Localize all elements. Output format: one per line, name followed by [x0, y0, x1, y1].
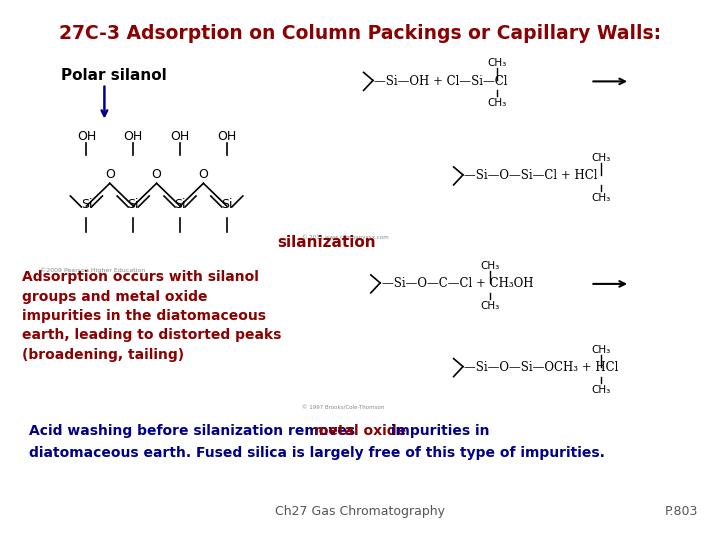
- Text: ©2009 Pearson Higher Education: ©2009 Pearson Higher Education: [40, 267, 145, 273]
- Text: OH: OH: [171, 130, 189, 143]
- Text: © 1997 Brooks/Cole-Thomson: © 1997 Brooks/Cole-Thomson: [302, 405, 384, 410]
- Text: Si: Si: [174, 198, 186, 211]
- Text: —Si—OH + Cl—Si—Cl: —Si—OH + Cl—Si—Cl: [374, 75, 508, 88]
- Text: CH₃: CH₃: [487, 98, 506, 109]
- Text: CH₃: CH₃: [592, 193, 611, 203]
- Text: CH₃: CH₃: [592, 384, 611, 395]
- Text: CH₃: CH₃: [487, 58, 506, 69]
- Text: CH₃: CH₃: [592, 345, 611, 355]
- Text: Adsorption occurs with silanol
groups and metal oxide
impurities in the diatomac: Adsorption occurs with silanol groups an…: [22, 270, 281, 362]
- Text: O: O: [199, 168, 208, 181]
- Text: P.803: P.803: [665, 505, 698, 518]
- Text: Polar silanol: Polar silanol: [61, 68, 167, 83]
- Text: Si: Si: [127, 198, 139, 211]
- Text: —Si—O—C—Cl + CH₃OH: —Si—O—C—Cl + CH₃OH: [382, 278, 533, 291]
- Text: OH: OH: [124, 130, 143, 143]
- Text: metal oxide: metal oxide: [314, 424, 406, 438]
- Text: CH₃: CH₃: [480, 301, 499, 311]
- Text: © 2011 www.companyxxx.com: © 2011 www.companyxxx.com: [302, 235, 389, 240]
- Text: 27C-3 Adsorption on Column Packings or Capillary Walls:: 27C-3 Adsorption on Column Packings or C…: [59, 24, 661, 43]
- Text: —Si—O—Si—Cl + HCl: —Si—O—Si—Cl + HCl: [464, 170, 598, 183]
- Text: diatomaceous earth. Fused silica is largely free of this type of impurities.: diatomaceous earth. Fused silica is larg…: [29, 446, 605, 460]
- Text: O: O: [152, 168, 161, 181]
- Text: —Si—O—Si—OCH₃ + HCl: —Si—O—Si—OCH₃ + HCl: [464, 361, 618, 374]
- Text: Acid washing before silanization removes: Acid washing before silanization removes: [29, 424, 360, 438]
- Text: CH₃: CH₃: [480, 261, 499, 271]
- Text: Si: Si: [81, 198, 92, 211]
- Text: silanization: silanization: [277, 235, 376, 250]
- Text: Si: Si: [221, 198, 233, 211]
- Text: CH₃: CH₃: [592, 153, 611, 163]
- Text: Ch27 Gas Chromatography: Ch27 Gas Chromatography: [275, 505, 445, 518]
- Text: OH: OH: [77, 130, 96, 143]
- Text: O: O: [105, 168, 114, 181]
- Text: OH: OH: [217, 130, 236, 143]
- Text: impurities in: impurities in: [386, 424, 490, 438]
